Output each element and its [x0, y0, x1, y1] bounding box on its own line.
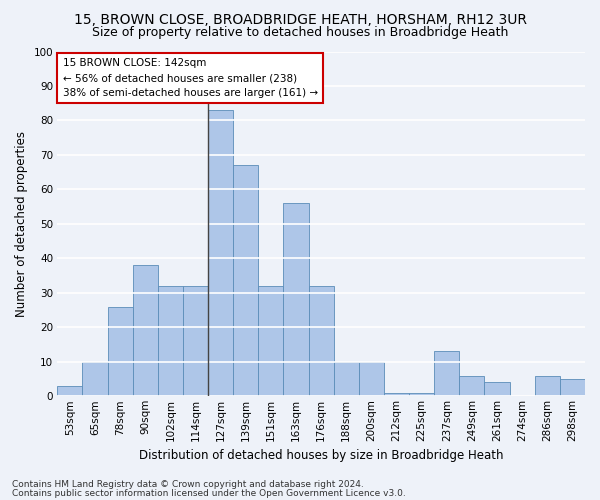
Bar: [334, 362, 359, 396]
Bar: [560, 379, 585, 396]
Bar: [434, 352, 460, 397]
Bar: [409, 393, 434, 396]
Bar: [233, 166, 259, 396]
Bar: [259, 286, 283, 397]
Text: Contains public sector information licensed under the Open Government Licence v3: Contains public sector information licen…: [12, 488, 406, 498]
Text: Contains HM Land Registry data © Crown copyright and database right 2024.: Contains HM Land Registry data © Crown c…: [12, 480, 364, 489]
Y-axis label: Number of detached properties: Number of detached properties: [15, 131, 28, 317]
Bar: [208, 110, 233, 397]
X-axis label: Distribution of detached houses by size in Broadbridge Heath: Distribution of detached houses by size …: [139, 450, 503, 462]
Bar: [183, 286, 208, 397]
Bar: [308, 286, 334, 397]
Bar: [535, 376, 560, 396]
Text: 15 BROWN CLOSE: 142sqm
← 56% of detached houses are smaller (238)
38% of semi-de: 15 BROWN CLOSE: 142sqm ← 56% of detached…: [62, 58, 318, 98]
Bar: [283, 203, 308, 396]
Bar: [82, 362, 107, 396]
Bar: [133, 266, 158, 396]
Bar: [58, 386, 82, 396]
Text: Size of property relative to detached houses in Broadbridge Heath: Size of property relative to detached ho…: [92, 26, 508, 39]
Bar: [484, 382, 509, 396]
Bar: [107, 306, 133, 396]
Bar: [460, 376, 484, 396]
Text: 15, BROWN CLOSE, BROADBRIDGE HEATH, HORSHAM, RH12 3UR: 15, BROWN CLOSE, BROADBRIDGE HEATH, HORS…: [74, 12, 527, 26]
Bar: [158, 286, 183, 397]
Bar: [384, 393, 409, 396]
Bar: [359, 362, 384, 396]
